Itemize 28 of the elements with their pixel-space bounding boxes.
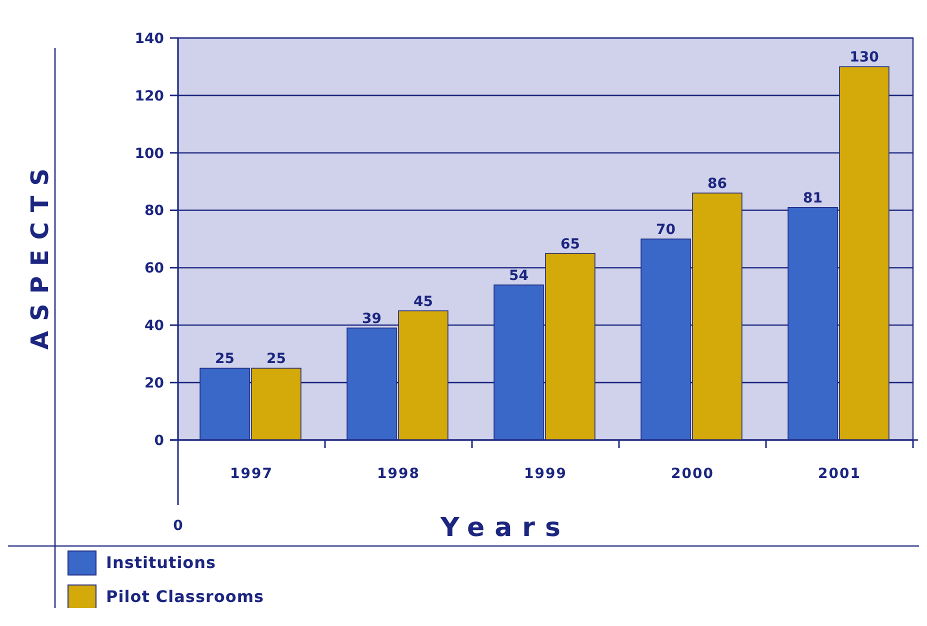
y-tick-label: 20: [144, 375, 164, 392]
y-tick-label: 140: [134, 30, 164, 47]
y-tick-label: 0: [154, 432, 164, 449]
data-label: 39: [362, 311, 382, 328]
data-label: 81: [803, 190, 823, 206]
x-tick-label: 1998: [377, 466, 420, 482]
data-label: 54: [509, 268, 529, 284]
data-label: 70: [656, 222, 676, 238]
x-tick-label: 2000: [671, 466, 714, 482]
legend-label: Institutions: [106, 553, 216, 572]
data-label: 86: [707, 176, 727, 192]
data-label: 65: [560, 236, 580, 252]
x-axis-title: Years: [440, 513, 570, 543]
x-tick-label: 1997: [230, 466, 273, 482]
data-label: 130: [850, 50, 880, 66]
y-tick-label: 120: [134, 88, 164, 104]
x-tick-label: 1999: [524, 466, 567, 482]
data-label: 25: [215, 351, 235, 368]
y-axis-title: ASPECTS: [26, 158, 54, 350]
y-tick-label: 100: [134, 146, 164, 162]
data-label: 25: [266, 351, 286, 368]
text: 0: [173, 518, 184, 534]
y-tick-label: 80: [144, 203, 164, 220]
legend-label: Pilot Classrooms: [106, 587, 264, 606]
y-tick-label: 40: [144, 318, 164, 334]
x-tick-label: 2001: [818, 466, 861, 482]
y-tick-label: 60: [144, 260, 164, 277]
data-label: 45: [413, 294, 433, 310]
